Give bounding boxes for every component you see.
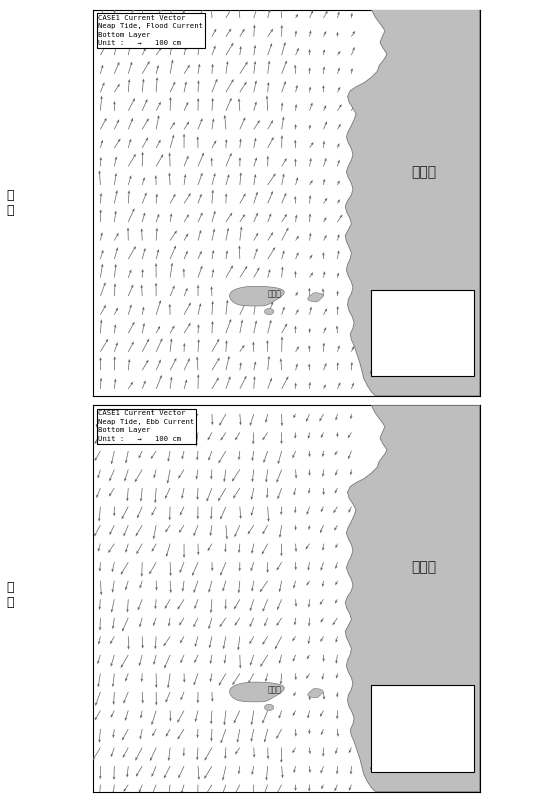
Polygon shape: [264, 309, 274, 314]
FancyBboxPatch shape: [371, 290, 474, 377]
FancyBboxPatch shape: [371, 685, 474, 772]
Text: 창
조: 창 조: [6, 189, 14, 218]
Text: 낙
조: 낙 조: [6, 580, 14, 609]
Text: CASE1 Current Vector
Neap Tide, Ebb Current
Bottom Layer
Unit :   →   100 cm: CASE1 Current Vector Neap Tide, Ebb Curr…: [99, 410, 195, 442]
Polygon shape: [307, 689, 323, 697]
Text: 제주도: 제주도: [411, 561, 436, 575]
Polygon shape: [307, 293, 323, 302]
Polygon shape: [230, 286, 284, 306]
Text: 제주도: 제주도: [411, 164, 436, 179]
Text: CASE1 Current Vector
Neap Tide, Flood Current
Bottom Layer
Unit :   →   100 cm: CASE1 Current Vector Neap Tide, Flood Cu…: [99, 14, 203, 46]
Text: 자귀도: 자귀도: [267, 290, 281, 298]
Polygon shape: [230, 682, 284, 701]
Polygon shape: [264, 705, 274, 710]
Polygon shape: [345, 10, 479, 396]
Text: 자귀도: 자귀도: [267, 685, 281, 694]
Polygon shape: [345, 405, 479, 792]
